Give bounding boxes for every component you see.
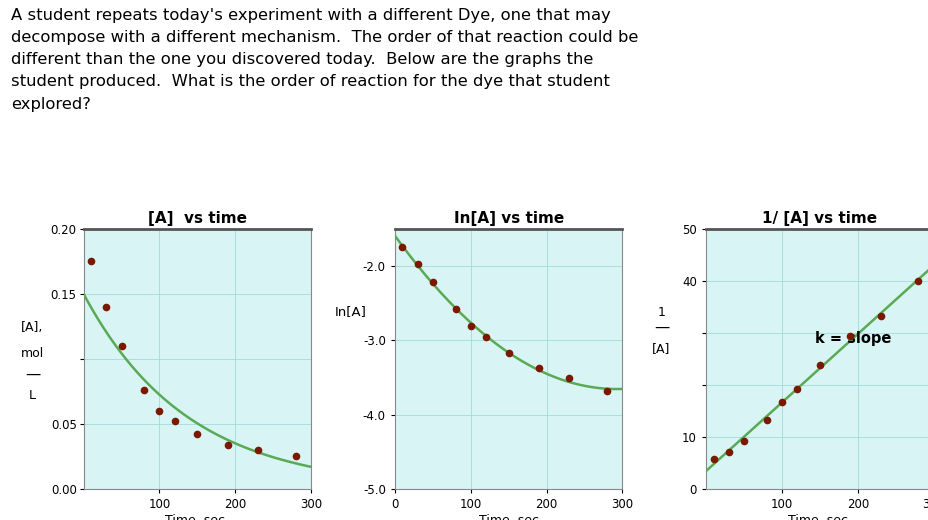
Text: [A],: [A], [21,321,44,334]
X-axis label: Time. sec.: Time. sec. [165,514,229,520]
Text: —: — [25,367,40,382]
X-axis label: Time. sec: Time. sec [478,514,538,520]
Text: k = slope: k = slope [815,331,891,345]
Text: L: L [29,388,36,401]
Title: 1/ [A] vs time: 1/ [A] vs time [762,211,876,226]
Text: —: — [653,320,668,335]
X-axis label: Time. sec.: Time. sec. [787,514,851,520]
Title: [A]  vs time: [A] vs time [148,211,247,226]
Text: mol: mol [20,347,45,360]
Text: [A]: [A] [651,342,670,355]
Text: In[A]: In[A] [334,305,366,318]
Title: In[A] vs time: In[A] vs time [453,211,563,226]
Text: 1: 1 [657,305,664,318]
Text: A student repeats today's experiment with a different Dye, one that may
decompos: A student repeats today's experiment wit… [11,8,638,112]
